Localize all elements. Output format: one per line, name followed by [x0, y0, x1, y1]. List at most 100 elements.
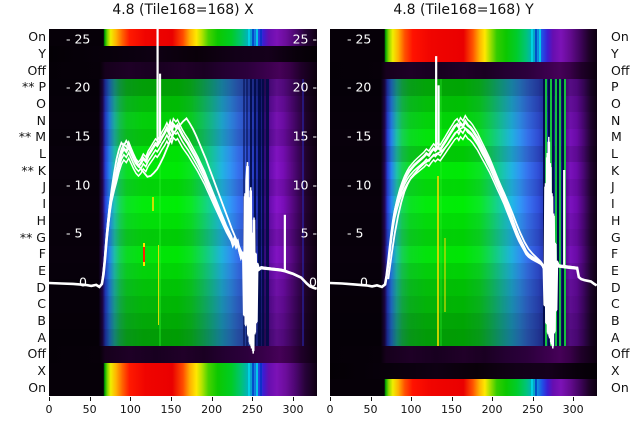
- heatmap-row-a-18: [330, 329, 597, 347]
- row-label-left-j: J: [42, 179, 46, 195]
- heatmap-row-on-0: [330, 29, 597, 47]
- x-tick-label: 100: [119, 403, 141, 416]
- x-tick-label: 200: [481, 403, 503, 416]
- left-panel-title: 4.8 (Tile168=168) X: [112, 2, 254, 18]
- value-tick-label: - 5: [66, 225, 83, 241]
- feature-stripe: [252, 362, 254, 396]
- row-label-right-o: O: [611, 96, 621, 112]
- value-tick-label: - 10: [66, 177, 91, 193]
- row-label-left-d: D: [36, 279, 46, 295]
- row-label-right-k: K: [611, 162, 620, 178]
- value-tick-label: 20 -: [292, 79, 317, 95]
- value-tick-label: 5 -: [300, 225, 317, 241]
- row-label-right-l: L: [611, 146, 618, 162]
- x-tick-label: 250: [241, 403, 263, 416]
- feature-stripe: [256, 362, 258, 396]
- row-label-right-p: P: [611, 79, 619, 95]
- value-tick-label: - 20: [66, 79, 91, 95]
- heatmap-panel-x: - 25 25 - - 20 20 - - 15 15 - - 10 10 - - 5 5 - 0 0: [49, 29, 317, 396]
- heatmap-row-c-16: [330, 295, 597, 314]
- x-tick: [252, 397, 254, 401]
- x-tick: [492, 397, 494, 401]
- value-tick-label: 0: [79, 274, 87, 290]
- x-tick: [130, 397, 132, 401]
- spectrum-trace: [330, 114, 597, 349]
- row-label-left-on: On: [28, 29, 46, 45]
- feature-stripe: [258, 78, 261, 347]
- row-label-left-m: ** M: [18, 129, 46, 145]
- row-label-left-l: L: [39, 146, 46, 162]
- x-tick: [330, 397, 331, 401]
- value-tick-label: 15 -: [292, 128, 317, 144]
- spectrum-trace: [49, 129, 317, 349]
- feature-stripe: [142, 242, 145, 247]
- feature-stripe: [260, 362, 262, 396]
- feature-stripe: [535, 29, 537, 63]
- value-tick-label: 10 -: [292, 177, 317, 193]
- value-tick-label: - 10: [347, 177, 372, 193]
- row-label-left-p: ** P: [21, 79, 46, 95]
- heatmap-row-x-20: [49, 362, 317, 380]
- row-label-right-x: X: [611, 362, 620, 378]
- feature-stripe: [559, 78, 561, 347]
- row-label-right-off: Off: [611, 346, 630, 362]
- spectrum-trace-secondary: [101, 117, 245, 285]
- x-tick-label: 200: [201, 403, 223, 416]
- row-label-right-d: D: [611, 279, 621, 295]
- feature-stripe: [531, 379, 533, 396]
- row-label-left-i: I: [42, 196, 46, 212]
- heatmap-row-y-1: [330, 45, 597, 64]
- heatmap-row-p-3: [330, 79, 597, 97]
- heatmap-row-k-8: [330, 162, 597, 180]
- value-tick-label: 0: [309, 274, 317, 290]
- heatmap-row-off-19: [330, 345, 597, 364]
- value-tick-label: - 25: [347, 31, 372, 47]
- value-tick-label: 25 -: [292, 31, 317, 47]
- x-tick: [171, 397, 172, 401]
- heatmap-row-on-0: [49, 29, 317, 47]
- heatmap-row-o-4: [330, 95, 597, 114]
- feature-stripe: [157, 245, 159, 326]
- row-label-right-off: Off: [611, 62, 630, 78]
- spectrum-trace: [49, 117, 317, 354]
- feature-stripe: [302, 78, 304, 347]
- heatmap-row-y-1: [49, 45, 317, 64]
- row-label-right-m: M: [611, 129, 622, 145]
- feature-stripe: [248, 362, 250, 396]
- x-tick: [293, 397, 294, 401]
- feature-stripe: [437, 175, 439, 346]
- heatmap-row-x-20: [330, 362, 597, 380]
- row-label-left-e: E: [38, 262, 46, 278]
- feature-stripe: [561, 78, 564, 347]
- feature-stripe: [440, 78, 442, 347]
- value-tick-label: 0: [360, 274, 368, 290]
- row-label-left-b: B: [37, 312, 46, 328]
- heatmap-row-d-15: [330, 279, 597, 297]
- feature-stripe: [142, 262, 145, 267]
- spectrum-curve-overlay: [330, 56, 597, 349]
- feature-stripe: [535, 379, 537, 396]
- feature-stripe: [256, 29, 258, 46]
- row-label-left-n: N: [36, 112, 46, 128]
- spectrum-trace: [330, 118, 597, 347]
- x-tick-label: 0: [45, 403, 53, 416]
- x-tick-label: 100: [400, 403, 422, 416]
- feature-stripe: [158, 78, 161, 347]
- feature-stripe: [151, 197, 154, 212]
- value-tick-label: - 15: [347, 128, 372, 144]
- heatmap-row-off-2: [330, 62, 597, 80]
- heatmap-row-on-21: [330, 379, 597, 396]
- feature-stripe: [531, 29, 533, 63]
- x-tick: [573, 397, 575, 401]
- row-label-left-a: A: [37, 329, 46, 345]
- spectrum-trace: [49, 121, 317, 352]
- feature-stripe: [248, 29, 250, 46]
- row-label-left-f: F: [38, 246, 46, 262]
- heatmap-row-off-19: [49, 345, 317, 364]
- row-label-left-x: X: [37, 362, 46, 378]
- row-label-right-on: On: [611, 379, 629, 395]
- row-label-left-off: Off: [27, 346, 46, 362]
- row-label-right-i: I: [611, 196, 615, 212]
- row-label-right-e: E: [611, 262, 619, 278]
